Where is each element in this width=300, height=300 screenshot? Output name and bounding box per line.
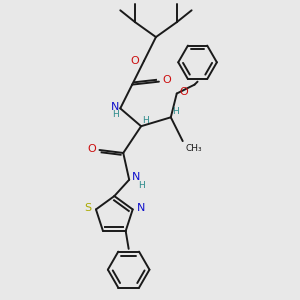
Text: N: N: [110, 102, 119, 112]
Text: CH₃: CH₃: [186, 144, 202, 153]
Text: O: O: [180, 87, 188, 97]
Text: H: H: [172, 107, 179, 116]
Text: H: H: [112, 110, 119, 119]
Text: N: N: [132, 172, 140, 182]
Text: O: O: [131, 56, 140, 66]
Text: N: N: [137, 203, 146, 213]
Text: H: H: [142, 116, 149, 125]
Text: O: O: [162, 75, 171, 85]
Text: O: O: [88, 143, 97, 154]
Text: S: S: [84, 203, 92, 213]
Text: H: H: [138, 181, 145, 190]
